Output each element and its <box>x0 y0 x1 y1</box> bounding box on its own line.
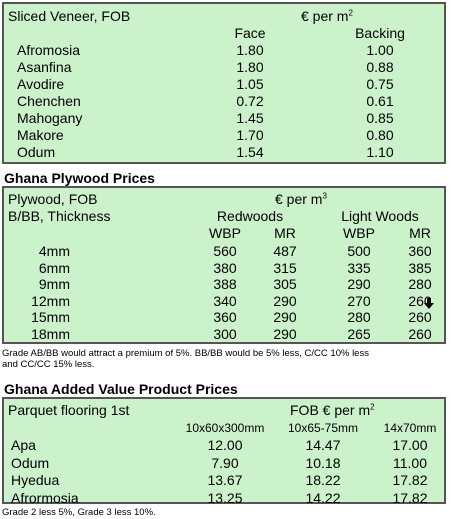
veneer-backing-price: 0.61 <box>366 93 394 109</box>
veneer-species-name: Asanfina <box>17 59 72 75</box>
plywood-group-lightwoods: Light Woods <box>341 208 419 224</box>
parquet-price-cell: 10.18 <box>305 454 341 471</box>
plywood-price-cell: 487 <box>273 243 297 259</box>
veneer-col-backing: Backing <box>355 25 405 41</box>
plywood-price-cell: 388 <box>213 276 237 293</box>
plywood-price-cell: 280 <box>347 309 371 326</box>
parquet-price-cell: 17.82 <box>392 489 428 506</box>
parquet-species-name: Odum <box>11 454 50 471</box>
parquet-col-header: 10x60x300mm <box>185 421 265 435</box>
plywood-price-cell: 290 <box>273 309 297 326</box>
plywood-price-cell: 260 <box>408 326 432 342</box>
plywood-price-cell: 305 <box>273 276 297 293</box>
veneer-face-price: 1.54 <box>236 144 264 160</box>
parquet-price-cell: 14.22 <box>305 489 341 506</box>
plywood-col-header: MR <box>409 225 431 241</box>
plywood-price-cell: 265 <box>347 326 371 342</box>
parquet-price-cell: 14.47 <box>305 437 341 453</box>
parquet-price-cell: 17.00 <box>392 437 428 453</box>
parquet-price-cell: 12.00 <box>207 437 243 453</box>
veneer-species-name: Odum <box>17 144 56 160</box>
veneer-face-price: 1.80 <box>236 42 264 58</box>
veneer-backing-price: 1.10 <box>366 144 394 160</box>
plywood-price-cell: 300 <box>213 326 237 342</box>
veneer-species-name: Mahogany <box>17 110 83 126</box>
veneer-species-name: Afromosia <box>17 42 81 58</box>
veneer-face-price: 1.05 <box>236 76 264 92</box>
veneer-backing-price: 0.75 <box>366 76 394 92</box>
plywood-price-cell: 260 <box>408 292 432 309</box>
parquet-species-name: Apa <box>11 437 36 453</box>
parquet-price-cell: 17.82 <box>392 472 428 488</box>
plywood-price-cell: 280 <box>408 276 432 293</box>
plywood-price-cell: 335 <box>347 259 371 276</box>
plywood-price-cell: 290 <box>273 292 297 309</box>
parquet-unit: FOB € per m2 <box>290 402 375 418</box>
veneer-face-price: 1.45 <box>236 110 264 126</box>
added-value-heading: Ghana Added Value Product Prices <box>4 381 238 397</box>
parquet-price-cell: 11.00 <box>393 454 427 471</box>
sliced-veneer-table <box>2 2 446 164</box>
plywood-subtitle: B/BB, Thickness <box>8 208 111 224</box>
veneer-title: Sliced Veneer, FOB <box>8 8 131 24</box>
plywood-table <box>2 186 446 344</box>
parquet-col-header: 14x70mm <box>383 421 437 435</box>
veneer-backing-price: 0.88 <box>366 59 394 75</box>
plywood-group-redwoods: Redwoods <box>216 208 284 224</box>
added-value-note: Grade 2 less 5%, Grade 3 less 10%. <box>2 507 156 518</box>
parquet-price-cell: 13.67 <box>207 472 243 488</box>
down-arrow-icon <box>424 296 434 309</box>
parquet-species-name: Hyedua <box>11 472 60 488</box>
plywood-thickness: 18mm <box>31 326 70 342</box>
plywood-thickness: 9mm <box>38 276 70 293</box>
veneer-face-price: 0.72 <box>236 93 264 109</box>
parquet-price-cell: 7.90 <box>211 454 239 471</box>
veneer-backing-price: 0.85 <box>366 110 394 126</box>
veneer-species-name: Makore <box>17 127 64 143</box>
plywood-price-cell: 385 <box>408 259 432 276</box>
plywood-col-header: MR <box>274 225 296 241</box>
parquet-title: Parquet flooring 1st <box>8 402 130 418</box>
plywood-unit: € per m3 <box>275 191 327 207</box>
plywood-price-cell: 380 <box>213 259 237 276</box>
plywood-note-line2: and CC/CC 15% less. <box>2 359 95 370</box>
veneer-backing-price: 0.80 <box>366 127 394 143</box>
plywood-col-header: WBP <box>209 225 241 241</box>
plywood-price-cell: 360 <box>213 309 237 326</box>
parquet-species-name: Afrormosia <box>11 489 79 506</box>
veneer-species-name: Avodire <box>17 76 65 92</box>
plywood-price-cell: 290 <box>273 326 297 342</box>
plywood-thickness: 6mm <box>38 259 70 276</box>
plywood-col-header: WBP <box>343 225 375 241</box>
veneer-unit: € per m2 <box>301 8 353 24</box>
parquet-price-cell: 13.25 <box>207 489 243 506</box>
plywood-thickness: 15mm <box>31 309 70 326</box>
plywood-price-cell: 560 <box>213 243 237 259</box>
veneer-face-price: 1.80 <box>236 59 264 75</box>
plywood-heading: Ghana Plywood Prices <box>4 170 155 186</box>
veneer-species-name: Chenchen <box>17 93 81 109</box>
plywood-price-cell: 500 <box>347 243 371 259</box>
parquet-price-cell: 18.22 <box>305 472 341 488</box>
plywood-title: Plywood, FOB <box>8 191 98 207</box>
plywood-price-cell: 290 <box>347 276 371 293</box>
veneer-face-price: 1.70 <box>236 127 264 143</box>
plywood-price-cell: 260 <box>408 309 432 326</box>
plywood-price-cell: 360 <box>408 243 432 259</box>
parquet-col-header: 10x65-75mm <box>287 421 359 435</box>
plywood-price-cell: 270 <box>347 292 371 309</box>
plywood-thickness: 4mm <box>38 243 70 259</box>
veneer-backing-price: 1.00 <box>366 42 394 58</box>
plywood-price-cell: 340 <box>213 292 237 309</box>
plywood-thickness: 12mm <box>31 292 70 309</box>
plywood-note-line1: Grade AB/BB would attract a premium of 5… <box>2 348 369 359</box>
veneer-col-face: Face <box>234 25 266 41</box>
plywood-price-cell: 315 <box>273 259 297 276</box>
added-value-table <box>2 397 446 504</box>
